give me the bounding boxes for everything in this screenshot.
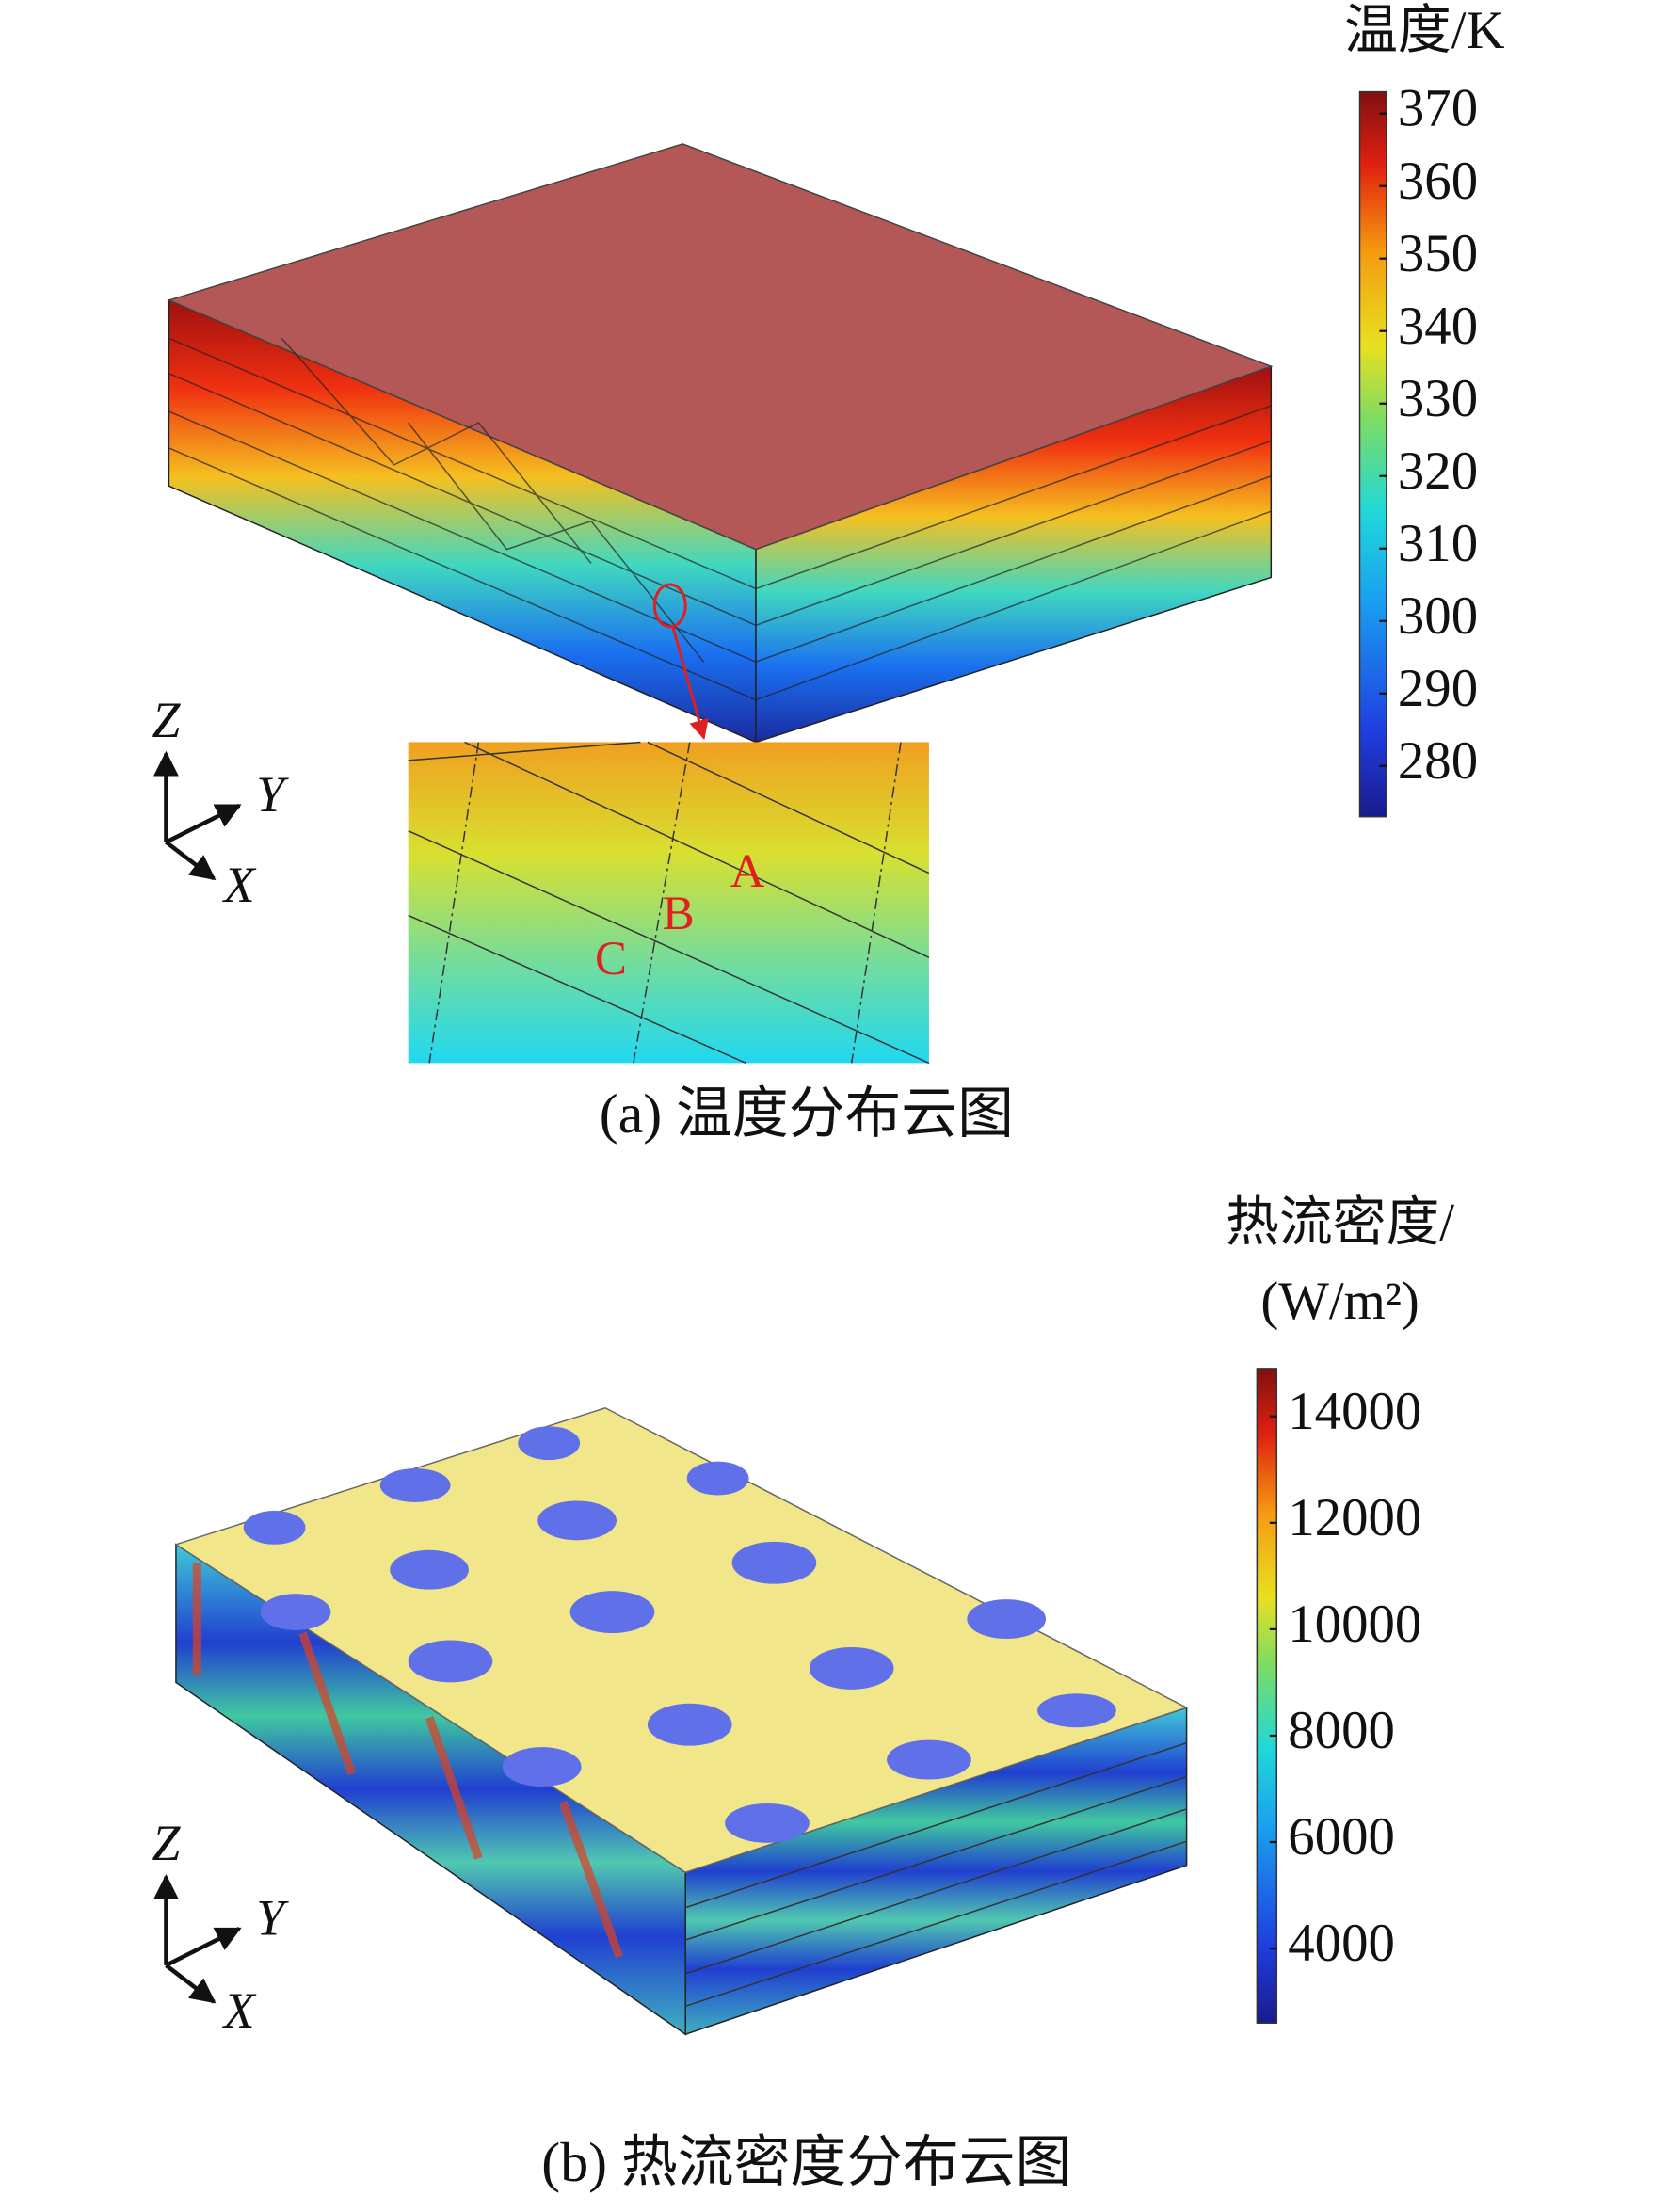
colorbar-tick-label: 8000: [1288, 1701, 1395, 1760]
colorbar-tick-label: 12000: [1288, 1488, 1421, 1547]
colorbar: [1256, 1368, 1278, 2024]
axis-label: Y: [256, 766, 289, 823]
temperature-model: [167, 143, 1274, 1065]
axis-label: Y: [256, 1889, 289, 1946]
caption: (b) 热流密度分布云图: [541, 2131, 1071, 2193]
colorbar-tick-label: 340: [1398, 297, 1478, 356]
heat-flux-model: [174, 1406, 1189, 2036]
colorbar: [1358, 90, 1387, 818]
point-label: C: [595, 932, 627, 985]
colorbar-tick-label: 6000: [1288, 1807, 1395, 1867]
colorbar-tick-label: 10000: [1288, 1595, 1421, 1654]
axis-label: X: [222, 857, 257, 913]
colorbar-unit: (W/m²): [1260, 1272, 1419, 1331]
axis-label: X: [222, 1982, 257, 2039]
colorbar-tick-label: 4000: [1288, 1914, 1395, 1973]
axis-label: Z: [152, 1815, 181, 1871]
colorbar-tick-label: 290: [1398, 659, 1478, 718]
point-label: B: [663, 887, 695, 939]
point-label: A: [730, 844, 765, 897]
colorbar-tick-label: 310: [1398, 514, 1478, 573]
colorbar-tick-label: 280: [1398, 731, 1478, 791]
colorbar-title: 温度/K: [1344, 1, 1504, 60]
axis-triad: [152, 750, 242, 2004]
colorbar-tick-label: 320: [1398, 441, 1478, 501]
colorbar-tick-label: 360: [1398, 152, 1478, 211]
colorbar-tick-label: 14000: [1288, 1382, 1421, 1441]
caption: (a) 温度分布云图: [600, 1082, 1014, 1145]
colorbar-tick-label: 300: [1398, 586, 1478, 646]
colorbar-tick-label: 370: [1398, 79, 1478, 138]
colorbar-title: 热流密度/: [1226, 1193, 1454, 1252]
axis-label: Z: [152, 692, 181, 748]
colorbar-tick-label: 350: [1398, 224, 1478, 283]
colorbar-tick-label: 330: [1398, 369, 1478, 428]
